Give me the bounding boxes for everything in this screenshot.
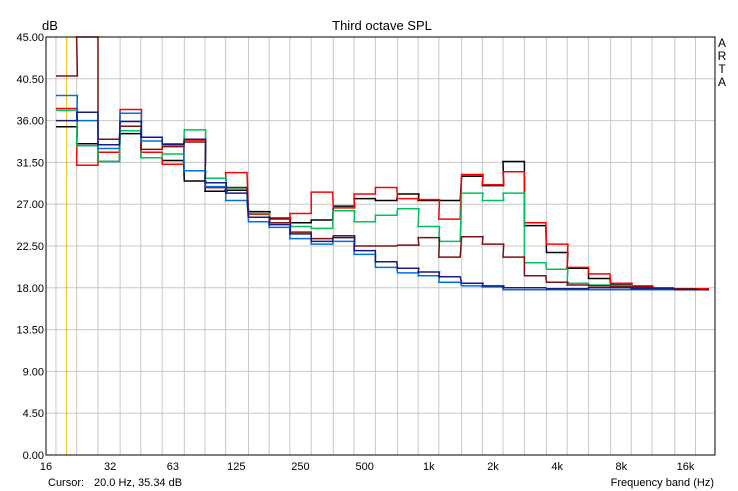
y-tick-label: 45.00 xyxy=(16,32,44,44)
x-tick-label: 63 xyxy=(167,461,179,473)
y-tick-label: 40.50 xyxy=(16,74,44,86)
brand-letter: A xyxy=(718,75,726,89)
y-tick-label: 36.00 xyxy=(16,116,44,128)
series-line xyxy=(56,125,709,291)
y-tick-label: 18.00 xyxy=(16,283,44,295)
series-line xyxy=(56,109,709,291)
x-tick-labels: 16 32 63 125 250 500 1k 2k 4k 8k 16k xyxy=(40,461,695,473)
y-tick-label: 4.50 xyxy=(23,408,44,420)
x-tick-label: 16k xyxy=(677,461,695,473)
x-tick-label: 4k xyxy=(551,461,563,473)
y-tick-labels: 45.00 40.50 36.00 31.50 27.00 22.50 18.00 13.50… xyxy=(16,32,44,462)
y-tick-label: 0.00 xyxy=(23,450,44,462)
brand-letter: T xyxy=(718,62,726,76)
y-tick-label: 27.00 xyxy=(16,199,44,211)
series-line xyxy=(56,111,709,291)
brand-letter: A xyxy=(718,36,726,50)
plot-area xyxy=(56,36,709,455)
x-tick-label: 125 xyxy=(227,461,245,473)
y-tick-label: 13.50 xyxy=(16,325,44,337)
x-tick-label: 2k xyxy=(487,461,499,473)
series-line xyxy=(56,107,709,290)
y-tick-label: 9.00 xyxy=(23,366,44,378)
x-axis-label: Frequency band (Hz) xyxy=(611,477,714,489)
x-tick-label: 1k xyxy=(423,461,435,473)
x-tick-label: 250 xyxy=(291,461,309,473)
plot-frame xyxy=(45,36,716,456)
x-tick-label: 16 xyxy=(40,461,52,473)
brand-letter: R xyxy=(718,49,727,63)
x-tick-label: 500 xyxy=(355,461,373,473)
series-line xyxy=(56,36,709,291)
x-tick-label: 8k xyxy=(616,461,628,473)
y-tick-label: 22.50 xyxy=(16,241,44,253)
x-tick-label: 32 xyxy=(104,461,116,473)
cursor-label: Cursor: xyxy=(48,477,84,489)
cursor-readout: 20.0 Hz, 35.34 dB xyxy=(94,477,182,489)
y-axis-label: dB xyxy=(42,18,58,33)
chart-title: Third octave SPL xyxy=(332,18,432,33)
grid xyxy=(46,36,715,456)
y-tick-label: 31.50 xyxy=(16,157,44,169)
